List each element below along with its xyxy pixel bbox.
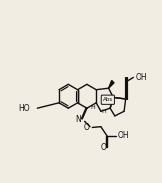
Text: Abs: Abs	[103, 97, 113, 102]
Text: H: H	[90, 105, 95, 110]
Polygon shape	[109, 81, 114, 88]
Text: H: H	[102, 109, 106, 114]
Text: O: O	[84, 123, 90, 132]
Text: N: N	[75, 115, 81, 124]
FancyBboxPatch shape	[101, 95, 114, 104]
Text: O: O	[100, 143, 106, 152]
Text: OH: OH	[136, 73, 147, 82]
Text: OH: OH	[118, 131, 130, 140]
Text: HO: HO	[18, 104, 29, 113]
